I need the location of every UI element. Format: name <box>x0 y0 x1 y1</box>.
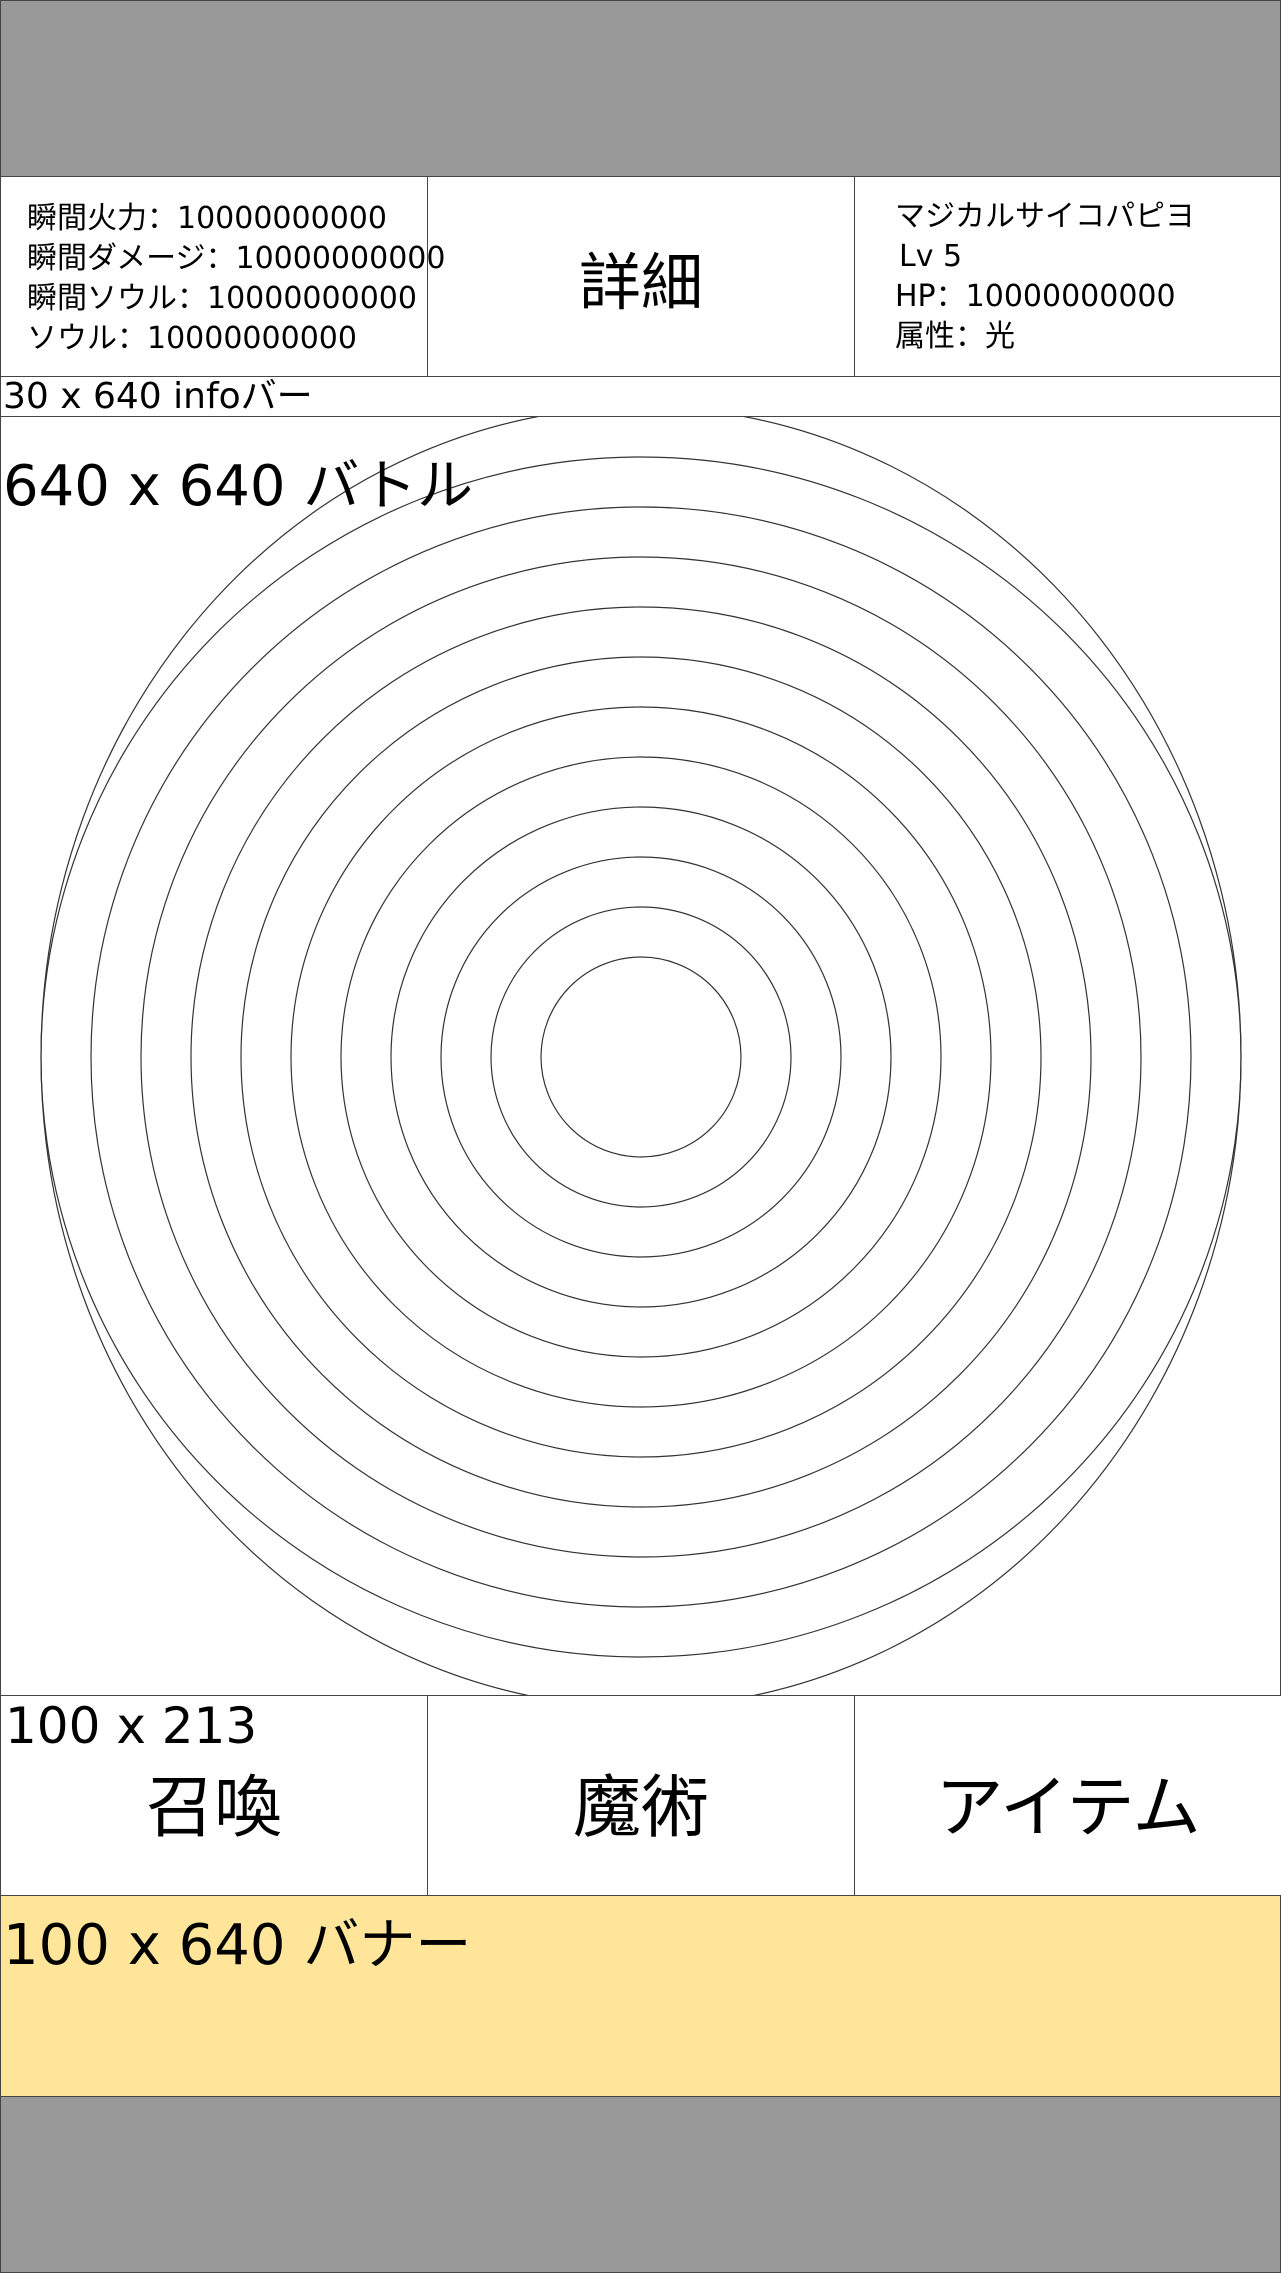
item-button[interactable]: アイテム <box>855 1696 1281 1895</box>
command-bar: 召喚 魔術 アイテム 100 x 213 <box>0 1695 1281 1896</box>
top-blank-area <box>0 0 1281 177</box>
detail-button[interactable]: 詳細 <box>428 177 855 376</box>
ad-banner[interactable]: 100 x 640 バナー <box>0 1895 1281 2097</box>
target-ring <box>491 907 791 1207</box>
target-ring <box>191 607 1091 1507</box>
banner-label: 100 x 640 バナー <box>3 1916 471 1976</box>
info-bar-label: 30 x 640 infoバー <box>3 379 313 415</box>
target-ring <box>541 957 741 1157</box>
target-ring <box>41 457 1241 1657</box>
target-ring <box>341 757 941 1357</box>
instant-damage-stat: 瞬間ダメージ：10000000000 <box>27 239 427 279</box>
battle-area-label: 640 x 640 バトル <box>3 457 473 517</box>
summon-button-label: 召喚 <box>146 1771 282 1847</box>
info-bar: 30 x 640 infoバー <box>0 376 1281 417</box>
instant-firepower-stat: 瞬間火力：10000000000 <box>27 199 427 239</box>
target-ring <box>391 807 891 1307</box>
magic-button[interactable]: 魔術 <box>428 1696 855 1895</box>
magic-button-label: 魔術 <box>573 1771 709 1847</box>
detail-button-label: 詳細 <box>579 232 703 322</box>
battle-area[interactable]: 640 x 640 バトル <box>0 416 1281 1696</box>
monster-hp: HP：10000000000 <box>895 277 1281 317</box>
instant-soul-stat: 瞬間ソウル：10000000000 <box>27 279 427 319</box>
soul-stat: ソウル：10000000000 <box>27 319 427 359</box>
monster-name: マジカルサイコパピヨ <box>895 197 1281 237</box>
command-bar-size-label: 100 x 213 <box>5 1698 257 1754</box>
target-ring <box>91 507 1191 1607</box>
item-button-label: アイテム <box>935 1771 1200 1847</box>
bottom-blank-area <box>0 2096 1281 2273</box>
target-rings <box>1 417 1281 1696</box>
target-ring <box>41 417 1241 1696</box>
monster-level: Lv 5 <box>895 237 1281 277</box>
target-ring <box>241 657 1041 1457</box>
header: 瞬間火力：10000000000 瞬間ダメージ：10000000000 瞬間ソウ… <box>0 176 1281 377</box>
monster-info-panel: マジカルサイコパピヨ Lv 5 HP：10000000000 属性：光 <box>855 177 1281 376</box>
target-ring <box>441 857 841 1257</box>
damage-stats-panel: 瞬間火力：10000000000 瞬間ダメージ：10000000000 瞬間ソウ… <box>1 177 428 376</box>
target-ring <box>291 707 991 1407</box>
monster-attribute: 属性：光 <box>895 317 1281 357</box>
